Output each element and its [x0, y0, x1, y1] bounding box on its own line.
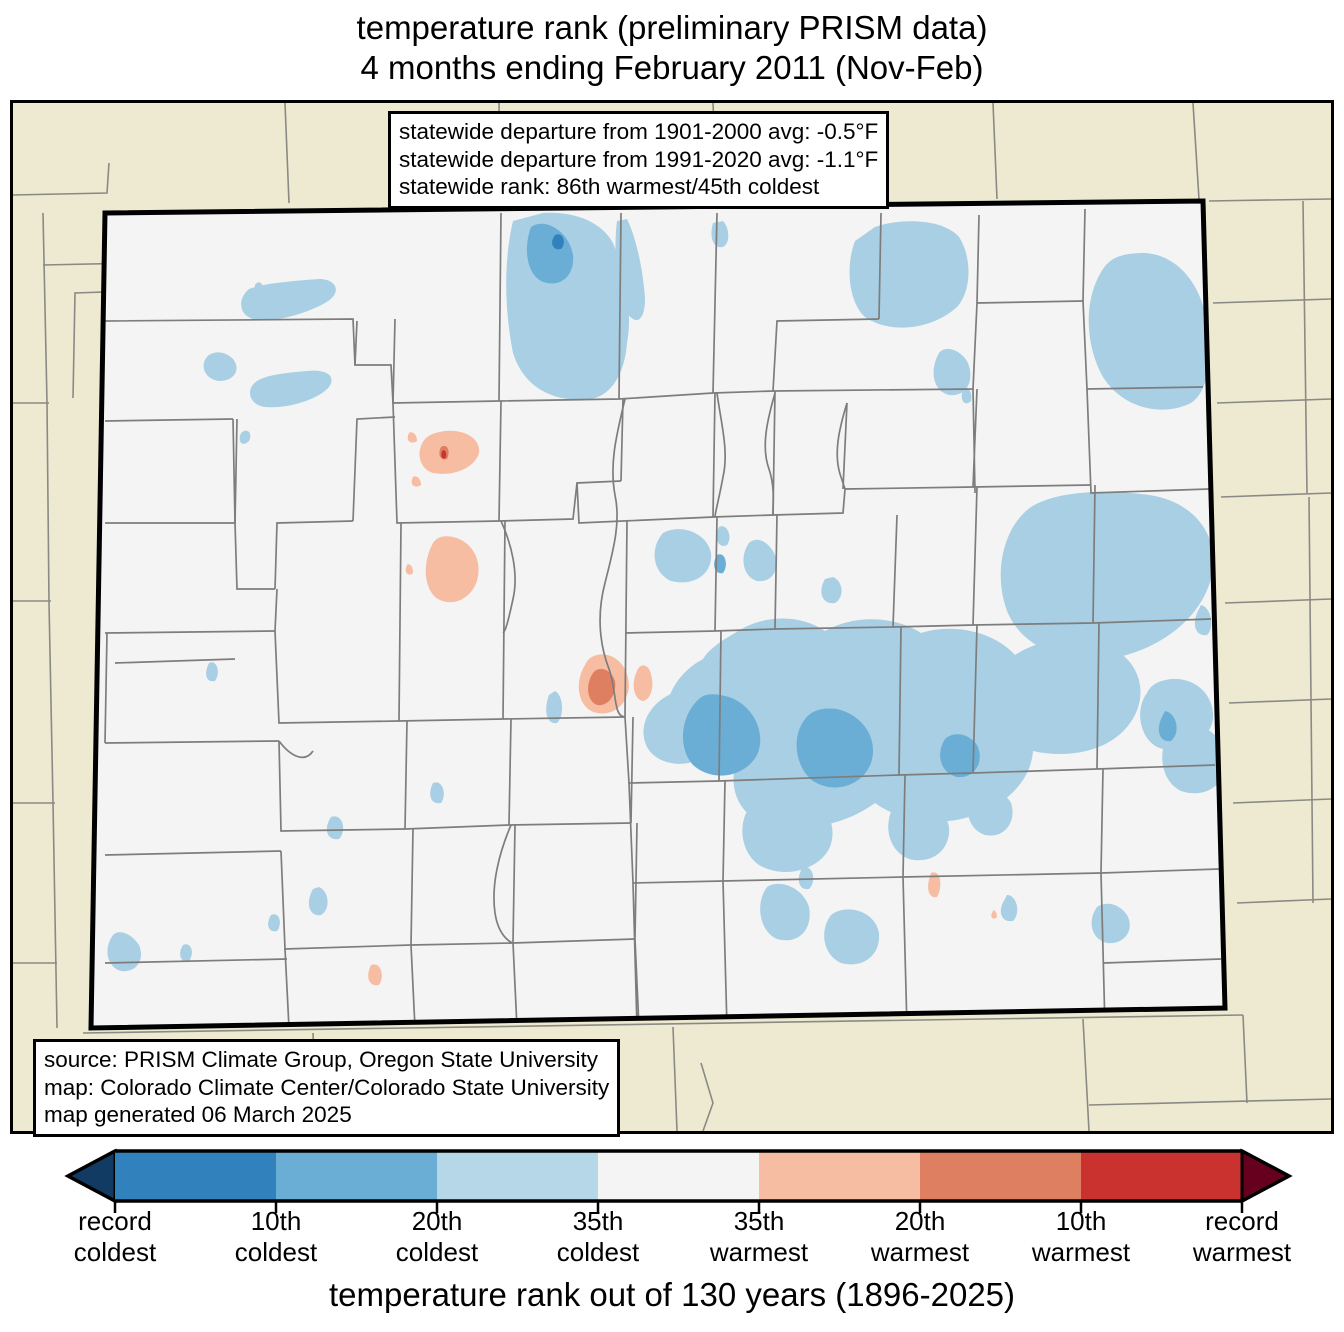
colorbar-ticks — [113, 1201, 1244, 1213]
colorbar-band-3 — [598, 1151, 759, 1201]
colorbar-label-6-top: 10th — [1055, 1206, 1107, 1236]
colorbar-label-4: 35th warmest — [669, 1206, 849, 1268]
colorbar-label-1-bottom: coldest — [234, 1237, 318, 1267]
colorbar-label-6-bottom: warmest — [1031, 1237, 1131, 1267]
shade-10th-coldest — [552, 234, 564, 250]
title-line-1: temperature rank (preliminary PRISM data… — [356, 9, 988, 46]
colorbar-bands — [64, 1148, 1293, 1204]
colorbar-band-2 — [437, 1151, 598, 1201]
shade-20th-coldest — [526, 223, 1177, 788]
colorado-county-lines — [104, 208, 1222, 1028]
colorbar-caption: temperature rank out of 130 years (1896-… — [328, 1276, 1016, 1313]
colorbar-extend-high — [1240, 1148, 1293, 1204]
colorbar-band-4 — [759, 1151, 920, 1201]
colorbar-label-5-bottom: warmest — [870, 1237, 970, 1267]
colorado-temperature-rank-map — [13, 103, 1331, 1131]
page-title: temperature rank (preliminary PRISM data… — [0, 8, 1344, 88]
map-generated-line: map generated 06 March 2025 — [44, 1102, 352, 1127]
colorbar-label-3-top: 35th — [572, 1206, 624, 1236]
colorbar-band-0 — [115, 1151, 276, 1201]
colorbar-label-3-bottom: coldest — [556, 1237, 640, 1267]
stat-departure-1991-2020: statewide departure from 1991-2020 avg: … — [399, 146, 879, 172]
colorbar-band-1 — [276, 1151, 437, 1201]
title-line-2: 4 months ending February 2011 (Nov-Feb) — [360, 49, 984, 86]
colorbar-band-5 — [920, 1151, 1081, 1201]
source-credits-box: source: PRISM Climate Group, Oregon Stat… — [33, 1039, 621, 1137]
colorbar-labels: record coldest 10th coldest 20th coldest… — [0, 1206, 1344, 1268]
map-frame — [10, 100, 1334, 1134]
colorbar-label-0-top: record — [78, 1206, 152, 1236]
source-line: source: PRISM Climate Group, Oregon Stat… — [44, 1047, 598, 1072]
stat-departure-1901-2000: statewide departure from 1901-2000 avg: … — [399, 119, 879, 144]
map-credit-line: map: Colorado Climate Center/Colorado St… — [44, 1074, 610, 1100]
colorbar-label-4-top: 35th — [733, 1206, 785, 1236]
colorbar-label-0-bottom: coldest — [73, 1237, 157, 1267]
shade-35th-warmest — [368, 430, 997, 986]
colorbar-label-2: 20th coldest — [347, 1206, 527, 1268]
statewide-stats-box: statewide departure from 1901-2000 avg: … — [388, 111, 890, 209]
shade-10th-warmest — [441, 450, 447, 459]
colorbar-label-3: 35th coldest — [508, 1206, 688, 1268]
colorbar-extend-low — [64, 1148, 117, 1204]
colorbar — [0, 1143, 1344, 1213]
colorbar-label-7: record warmest — [1152, 1206, 1332, 1268]
colorbar-label-5: 20th warmest — [830, 1206, 1010, 1268]
colorbar-label-1-top: 10th — [250, 1206, 302, 1236]
colorbar-label-2-bottom: coldest — [395, 1237, 479, 1267]
colorbar-label-5-top: 20th — [894, 1206, 946, 1236]
colorbar-label-2-top: 20th — [411, 1206, 463, 1236]
colorbar-label-7-bottom: warmest — [1192, 1237, 1292, 1267]
colorbar-label-6: 10th warmest — [991, 1206, 1171, 1268]
colorbar-band-6 — [1081, 1151, 1242, 1201]
colorbar-label-0: record coldest — [25, 1206, 205, 1268]
colorbar-label-4-bottom: warmest — [709, 1237, 809, 1267]
shade-35th-coldest — [107, 212, 1225, 972]
temperature-rank-shading — [107, 212, 1225, 986]
colorbar-label-1: 10th coldest — [186, 1206, 366, 1268]
colorbar-svg — [64, 1148, 1293, 1213]
stat-statewide-rank: statewide rank: 86th warmest/45th coldes… — [399, 174, 820, 199]
colorbar-label-7-top: record — [1205, 1206, 1279, 1236]
